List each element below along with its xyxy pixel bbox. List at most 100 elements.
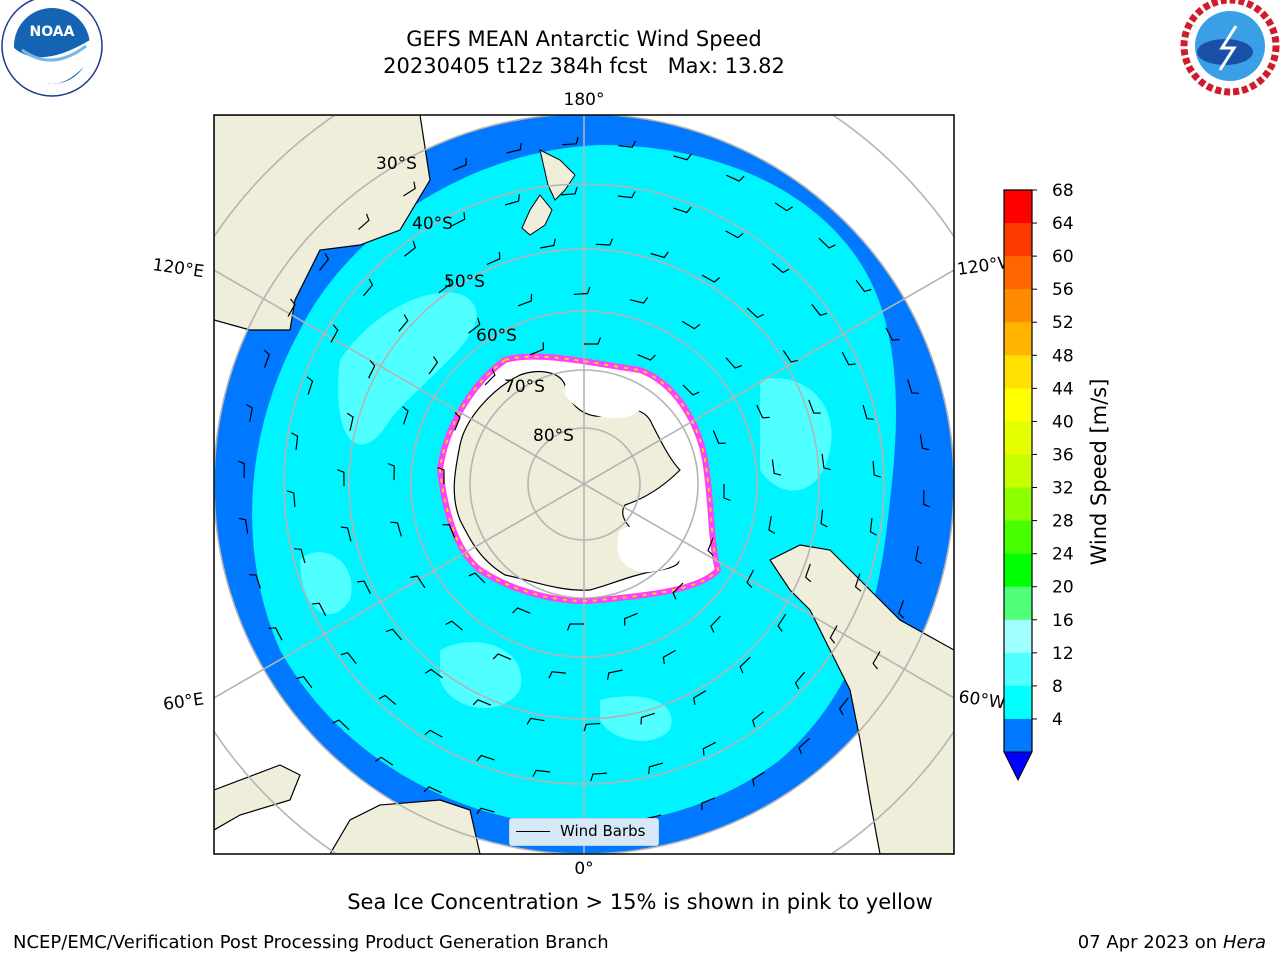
wind-barb [263,349,271,368]
colorbar-tick-label: 12 [1052,644,1074,664]
wind-barb [804,563,812,583]
wind-barbs [237,136,931,832]
wind-barb [590,772,607,782]
noaa-logo-text: NOAA [30,24,75,40]
wind-barb [752,771,765,787]
colorbar-tick-label: 24 [1052,545,1074,565]
wind-barb [752,711,765,728]
lon-label-60w: 60°W [957,687,1006,713]
colorbar-segment [1004,256,1032,290]
colorbar-tick-label: 20 [1052,578,1074,598]
wind-barb [532,769,551,777]
wind-barb [811,303,828,316]
legend-barb-symbol [516,831,550,832]
colorbar-tick-label: 60 [1052,247,1074,267]
wind-barb [296,675,313,689]
wind-barb [428,356,439,375]
wind-barb [617,191,636,199]
wind-barb [476,754,495,762]
wind-barb [701,274,721,283]
wind-barb [583,722,601,732]
wind-barb [486,251,501,266]
wind-barb [385,628,403,641]
wind-barb [693,690,707,705]
wind-barb [398,314,409,332]
colorbar-tick-label: 16 [1052,611,1074,631]
lat-label-80s: 80°S [533,426,574,446]
wind-barb [869,517,877,536]
wind-barb [771,262,790,274]
wind-barb [484,368,496,386]
wind-barb [402,406,409,425]
wind-barb [808,399,821,414]
wind-barb [540,238,556,249]
wind-barb [437,466,445,484]
wind-barb [637,354,656,361]
wind-barb [249,574,261,589]
wind-barb [855,279,872,293]
wind-barb [771,459,782,476]
wind-barb [872,651,881,670]
lon-label-120e: 120°E [151,255,205,282]
wind-barb [562,136,579,146]
colorbar-tick-label: 28 [1052,512,1074,532]
wind-barb [915,546,923,565]
wind-barb [838,697,849,716]
colorbar-tick-label: 52 [1052,313,1074,333]
wind-barb [854,573,862,592]
wind-barb [629,296,649,304]
wind-barb [438,277,451,294]
wind-barb [573,286,591,295]
wind-barb [673,153,692,161]
wind-barb [841,351,856,366]
wind-barb [378,694,397,706]
wind-barb [746,307,764,319]
colorbar-segment [1004,685,1032,720]
wind-barb [648,762,664,774]
lat-label-60s: 60°S [476,326,517,346]
wind-barb [798,737,810,755]
graticule [214,115,954,854]
map-frame [213,114,955,855]
wind-barb [872,461,882,478]
wind-barb [526,717,545,725]
wind-barb [782,349,799,363]
wind-barb [907,379,919,394]
map-area [214,115,954,854]
wind-barb [423,786,442,794]
wind-barb [682,384,700,396]
wind-barb [725,230,744,239]
wind-barb [454,412,461,431]
wind-barb [492,653,512,660]
colorbar-tick-label: 40 [1052,412,1074,432]
wind-barb [530,342,545,356]
colorbar-tick-label: 44 [1052,379,1074,399]
wind-barb [358,213,370,231]
wind-barb [701,797,716,811]
colorbar-tick-label: 48 [1052,346,1074,366]
wind-barb [424,668,443,679]
wind-barb [445,620,463,631]
wind-barb [319,252,330,271]
wind-barb [897,600,905,619]
wind-barb [312,602,327,617]
colorbar-tick-label: 64 [1052,214,1074,234]
wind-barb [712,430,726,445]
colorbar-tick-label: 32 [1052,479,1074,499]
colorbar-segment [1004,619,1032,654]
colorbar-segment [1004,223,1032,257]
wind-barb [607,669,623,680]
lon-label-180: 180° [564,90,605,110]
lat-label-30s: 30°S [376,154,417,174]
wind-barb [291,432,299,451]
wind-barb [829,625,838,644]
wind-barb [442,523,456,538]
wind-barb [390,521,402,537]
wind-barb [410,575,426,589]
footer-date: 07 Apr 2023 on Hera [1078,932,1266,953]
chart-subtitle: 20230405 t12z 384h fcst Max: 13.82 [383,54,785,78]
footer-date-text: 07 Apr 2023 on [1077,932,1223,953]
wind-barb [340,652,357,665]
noaa-logo: NOAA [1,0,103,97]
